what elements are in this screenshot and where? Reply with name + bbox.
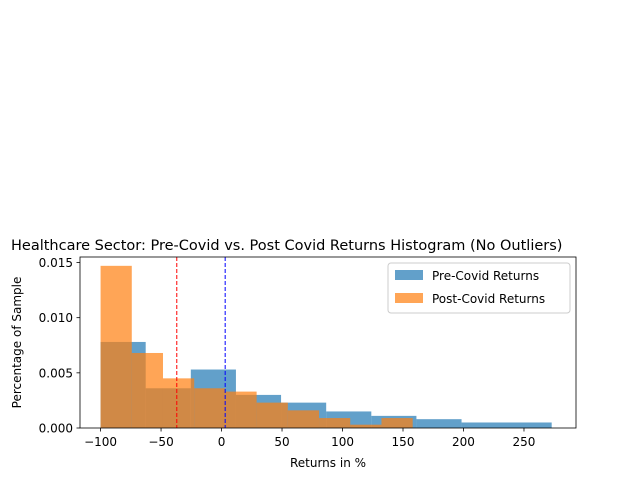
chart-title: Healthcare Sector: Pre-Covid vs. Post Co… [11, 238, 562, 254]
bar-post-covid-3 [194, 388, 226, 428]
bar-post-covid-0 [100, 265, 132, 428]
y-tick-label: 0.010 [39, 311, 73, 325]
y-tick-label: 0.005 [39, 366, 73, 380]
y-axis-label: Percentage of Sample [10, 277, 24, 409]
x-tick-label: 50 [274, 435, 289, 449]
x-tick-label: 150 [392, 435, 415, 449]
bar-post-covid-2 [162, 378, 195, 428]
reference-lines [176, 257, 226, 428]
x-tick-label: 0 [218, 435, 226, 449]
bar-post-covid-5 [256, 402, 288, 428]
x-tick-label: 200 [452, 435, 475, 449]
legend-swatch-post-covid [395, 293, 423, 303]
legend-label-post-covid: Post-Covid Returns [432, 292, 545, 306]
bar-post-covid-4 [225, 391, 257, 428]
bar-post-covid-1 [131, 352, 163, 428]
legend-label-pre-covid: Pre-Covid Returns [432, 269, 539, 283]
x-tick-label: 100 [331, 435, 354, 449]
y-tick-label: 0.015 [39, 256, 73, 270]
bar-post-covid-9 [381, 418, 413, 428]
legend-swatch-pre-covid [395, 270, 423, 280]
legend-frame [387, 262, 571, 314]
bar-post-covid-7 [319, 418, 351, 428]
x-axis-ticks: −100 −50 0 50 100 150 200 250 [84, 428, 535, 449]
y-axis-ticks: 0.000 0.005 0.010 0.015 [39, 256, 80, 436]
plot-frame [79, 256, 577, 429]
x-tick-label: 250 [513, 435, 536, 449]
bar-post-covid-8 [350, 424, 382, 428]
bar-post-covid-6 [287, 410, 320, 428]
x-axis-label: Returns in % [290, 456, 366, 470]
x-tick-label: −50 [148, 435, 173, 449]
bars-layer [100, 265, 552, 428]
bar-pre-covid-8 [461, 422, 552, 428]
legend: Pre-Covid Returns Post-Covid Returns [387, 262, 571, 314]
bar-pre-covid-7 [416, 419, 462, 428]
y-tick-label: 0.000 [39, 422, 73, 436]
x-tick-label: −100 [84, 435, 117, 449]
